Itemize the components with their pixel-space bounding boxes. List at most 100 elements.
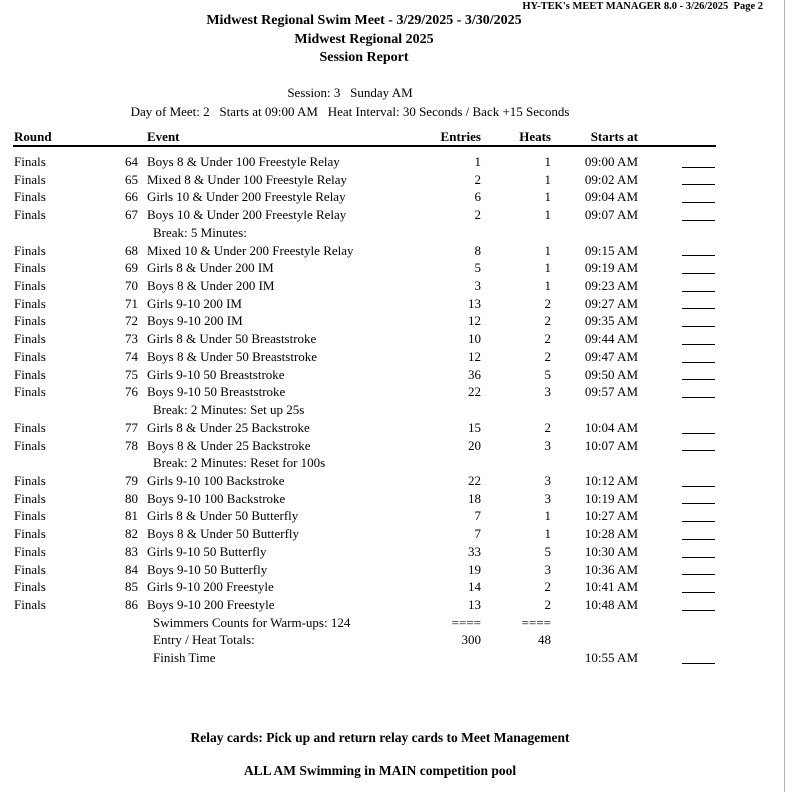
- write-in-line: [682, 184, 715, 186]
- round-cell: Finals: [14, 154, 46, 169]
- round-cell: Finals: [14, 526, 46, 542]
- summary-label: Finish Time: [153, 650, 216, 666]
- event-number-cell: 83: [125, 543, 138, 559]
- summary-row: Swimmers Counts for Warm-ups: 124 ==== ===…: [0, 614, 788, 632]
- round-cell: Finals: [14, 189, 46, 205]
- heats-cell: 2: [544, 295, 552, 311]
- event-number-cell: 82: [125, 526, 138, 542]
- entries-cell: 19: [468, 561, 481, 577]
- write-in-line: [682, 219, 715, 221]
- report-name: Session Report: [319, 50, 409, 66]
- event-number-cell: 73: [125, 331, 138, 347]
- write-in-line: [682, 485, 715, 487]
- round-cell: Finals: [14, 384, 46, 400]
- heats-cell: 2: [544, 331, 552, 347]
- event-name-cell: Boys 9-10 100 Backstroke: [147, 490, 286, 506]
- start-time-cell: 09:50 AM: [584, 366, 638, 382]
- entries-cell: 20: [468, 437, 481, 453]
- round-cell: Finals: [14, 278, 46, 294]
- heats-cell: 3: [544, 472, 552, 488]
- write-in-line: [682, 290, 715, 292]
- round-cell: Finals: [14, 295, 46, 311]
- title-block: Midwest Regional Swim Meet - 3/29/2025 -…: [0, 12, 728, 68]
- round-cell: Finals: [14, 171, 46, 187]
- write-in-line: [682, 255, 715, 257]
- start-time-cell: 09:19 AM: [584, 260, 638, 276]
- round-cell: Finals: [14, 207, 46, 223]
- heats-cell: 5: [544, 366, 552, 382]
- start-time-cell: 10:55 AM: [584, 650, 638, 666]
- event-row: Finals 69 Girls 8 & Under 200 IM 5 1 09:19 AM: [0, 259, 788, 277]
- start-time-cell: 09:27 AM: [584, 295, 638, 311]
- event-row: Finals 82 Boys 8 & Under 50 Butterfly 7 1 10:…: [0, 525, 788, 543]
- event-name-cell: Girls 8 & Under 25 Backstroke: [147, 419, 310, 435]
- write-in-line: [682, 432, 715, 434]
- event-number-cell: 69: [125, 260, 138, 276]
- start-time-cell: 10:27 AM: [584, 508, 638, 524]
- event-name-cell: Boys 10 & Under 200 Freestyle Relay: [147, 207, 347, 223]
- start-time-cell: 09:35 AM: [584, 313, 638, 329]
- event-row: Finals 68 Mixed 10 & Under 200 Freestyle R…: [0, 242, 788, 260]
- entries-cell: 14: [468, 579, 481, 595]
- heats-cell: 2: [544, 419, 552, 435]
- round-cell: Finals: [14, 242, 46, 258]
- start-time-cell: 10:28 AM: [584, 526, 638, 542]
- entries-cell: 5: [474, 260, 482, 276]
- event-row: Finals 86 Boys 9-10 200 Freestyle 13 2 10:48 …: [0, 596, 788, 614]
- page-right-edge: [784, 0, 785, 792]
- break-row: Break: 2 Minutes: Reset for 100s: [0, 454, 788, 472]
- write-in-line: [682, 361, 715, 363]
- event-row: Finals 75 Girls 9-10 50 Breaststroke 36 5 09:…: [0, 366, 788, 384]
- round-cell: Finals: [14, 348, 46, 364]
- start-time-cell: 09:47 AM: [584, 348, 638, 364]
- session-detail-line: Day of Meet: 2 Starts at 09:00 AM Heat I…: [130, 104, 570, 119]
- start-time-cell: 10:41 AM: [584, 579, 638, 595]
- event-name-cell: Boys 8 & Under 100 Freestyle Relay: [147, 154, 340, 169]
- event-row: Finals 80 Boys 9-10 100 Backstroke 18 3 10:19…: [0, 490, 788, 508]
- footer-pool-note: ALL AM Swimming in MAIN competition pool: [243, 763, 517, 778]
- event-number-cell: 64: [125, 154, 138, 169]
- event-number-cell: 76: [125, 384, 138, 400]
- event-number-cell: 67: [125, 207, 138, 223]
- heats-cell: 1: [544, 526, 552, 542]
- start-time-cell: 10:30 AM: [584, 543, 638, 559]
- round-cell: Finals: [14, 419, 46, 435]
- start-time-cell: 10:12 AM: [584, 472, 638, 488]
- round-cell: Finals: [14, 437, 46, 453]
- event-name-cell: Girls 10 & Under 200 Freestyle Relay: [147, 189, 346, 205]
- entries-cell: 13: [468, 596, 481, 612]
- round-cell: Finals: [14, 313, 46, 329]
- event-number-cell: 85: [125, 579, 138, 595]
- entries-cell: 1: [474, 154, 482, 169]
- event-name-cell: Girls 9-10 200 Freestyle: [147, 579, 274, 595]
- event-row: Finals 70 Boys 8 & Under 200 IM 3 1 09:23 AM: [0, 277, 788, 295]
- event-number-cell: 75: [125, 366, 138, 382]
- event-name-cell: Girls 9-10 50 Butterfly: [147, 543, 267, 559]
- event-number-cell: 68: [125, 242, 138, 258]
- event-number-cell: 80: [125, 490, 138, 506]
- start-time-cell: 10:07 AM: [584, 437, 638, 453]
- event-name-cell: Boys 9-10 50 Butterfly: [147, 561, 268, 577]
- event-row: Finals 77 Girls 8 & Under 25 Backstroke 15 2…: [0, 419, 788, 437]
- event-name-cell: Boys 8 & Under 50 Breaststroke: [147, 348, 318, 364]
- start-time-cell: 09:00 AM: [584, 154, 638, 169]
- heats-cell: 3: [544, 561, 552, 577]
- round-cell: Finals: [14, 490, 46, 506]
- break-row: Break: 2 Minutes: Set up 25s: [0, 401, 788, 419]
- footer-relay-note: Relay cards: Pick up and return relay ca…: [190, 730, 570, 745]
- start-time-cell: 09:02 AM: [584, 171, 638, 187]
- event-name-cell: Boys 8 & Under 50 Butterfly: [147, 526, 300, 542]
- entries-cell: 22: [468, 384, 481, 400]
- event-number-cell: 77: [125, 419, 138, 435]
- entries-cell: 10: [468, 331, 481, 347]
- heats-cell: 1: [544, 189, 552, 205]
- round-cell: Finals: [14, 366, 46, 382]
- write-in-line: [682, 538, 715, 540]
- write-in-line: [682, 379, 715, 381]
- event-row: Finals 81 Girls 8 & Under 50 Butterfly 7 1 10…: [0, 507, 788, 525]
- event-number-cell: 86: [125, 596, 138, 612]
- heats-cell: 1: [544, 260, 552, 276]
- event-number-cell: 78: [125, 437, 138, 453]
- write-in-line: [682, 503, 715, 505]
- event-number-cell: 66: [125, 189, 138, 205]
